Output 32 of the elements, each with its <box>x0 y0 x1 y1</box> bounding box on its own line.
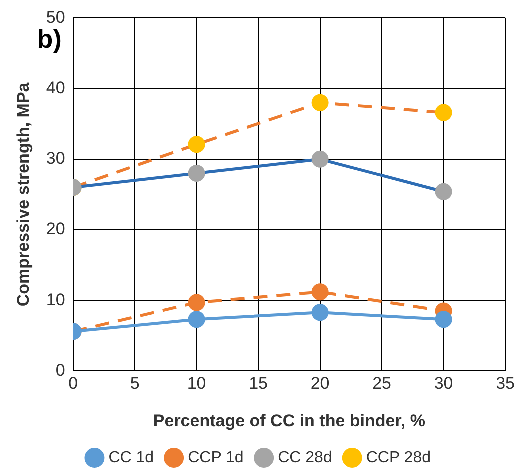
y-tick-label: 20 <box>46 220 66 239</box>
x-tick-label: 10 <box>187 374 206 394</box>
point <box>312 94 329 112</box>
point <box>435 104 452 122</box>
x-tick-label: 20 <box>310 374 330 394</box>
point <box>312 304 329 322</box>
legend-label: CC 1d <box>108 449 154 466</box>
x-tick-label: 30 <box>434 374 454 394</box>
x-tick-label: 15 <box>249 374 268 394</box>
point <box>312 150 329 168</box>
x-tick-label: 25 <box>372 374 392 394</box>
point <box>188 311 206 328</box>
x-tick-label: 5 <box>130 374 140 394</box>
x-tick-label: 35 <box>496 374 516 394</box>
y-tick-label: 50 <box>46 8 66 27</box>
y-tick-label: 10 <box>46 290 66 310</box>
x-axis-title: Percentage of CC in the binder, % <box>153 411 426 430</box>
point <box>435 311 452 328</box>
point <box>188 165 206 182</box>
point <box>312 284 329 301</box>
y-axis-title: Compressive strength, MPa <box>14 82 33 307</box>
y-tick-label: 30 <box>46 149 66 168</box>
point <box>435 183 452 200</box>
x-tick-label: 0 <box>68 374 78 394</box>
legend-label: CC 28d <box>278 449 332 466</box>
y-tick-label: 0 <box>56 360 66 380</box>
legend-label: CCP 28d <box>366 449 431 466</box>
point <box>188 294 206 312</box>
point <box>188 136 206 154</box>
legend-label: CCP 1d <box>188 449 244 466</box>
y-tick-label: 40 <box>46 78 66 98</box>
text: b) <box>37 24 62 54</box>
